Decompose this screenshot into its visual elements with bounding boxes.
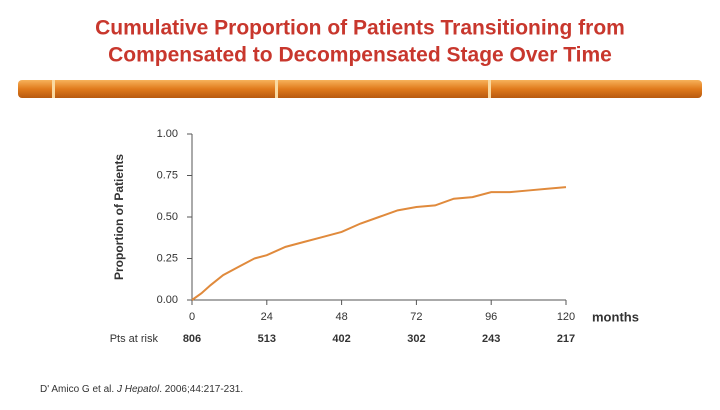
y-tick-label: 0.50 [157,211,178,223]
y-tick-label: 0.25 [157,252,178,264]
y-axis-label: Proportion of Patients [112,154,126,280]
title-line: Compensated to Decompensated Stage Over … [108,44,612,67]
risk-value: 513 [258,333,276,345]
risk-value: 302 [407,333,425,345]
x-axis-label: months [592,309,639,324]
x-tick-label: 96 [485,311,497,323]
citation-part: . 2006;44:217-231. [159,384,243,395]
risk-value: 217 [557,333,575,345]
decor-notch [275,80,278,98]
x-tick-label: 48 [335,311,347,323]
decor-bar [18,80,702,98]
citation: D' Amico G et al. J Hepatol. 2006;44:217… [40,384,243,395]
citation-part: J Hepatol [116,384,160,395]
x-tick-label: 0 [189,311,195,323]
y-tick-label: 0.75 [157,169,178,181]
title-line: Cumulative Proportion of Patients Transi… [95,17,625,40]
x-tick-label: 24 [261,311,273,323]
x-tick-label: 72 [410,311,422,323]
x-tick-label: 120 [557,311,575,323]
citation-part: D' Amico G et al. [40,384,117,395]
risk-label: Pts at risk [110,333,159,345]
y-tick-label: 0.00 [157,294,178,306]
y-tick-label: 1.00 [157,128,178,140]
risk-value: 243 [482,333,500,345]
risk-value: 806 [183,333,201,345]
decor-notch [488,80,491,98]
decor-notch [52,80,55,98]
series-line [191,186,567,301]
risk-value: 402 [332,333,350,345]
